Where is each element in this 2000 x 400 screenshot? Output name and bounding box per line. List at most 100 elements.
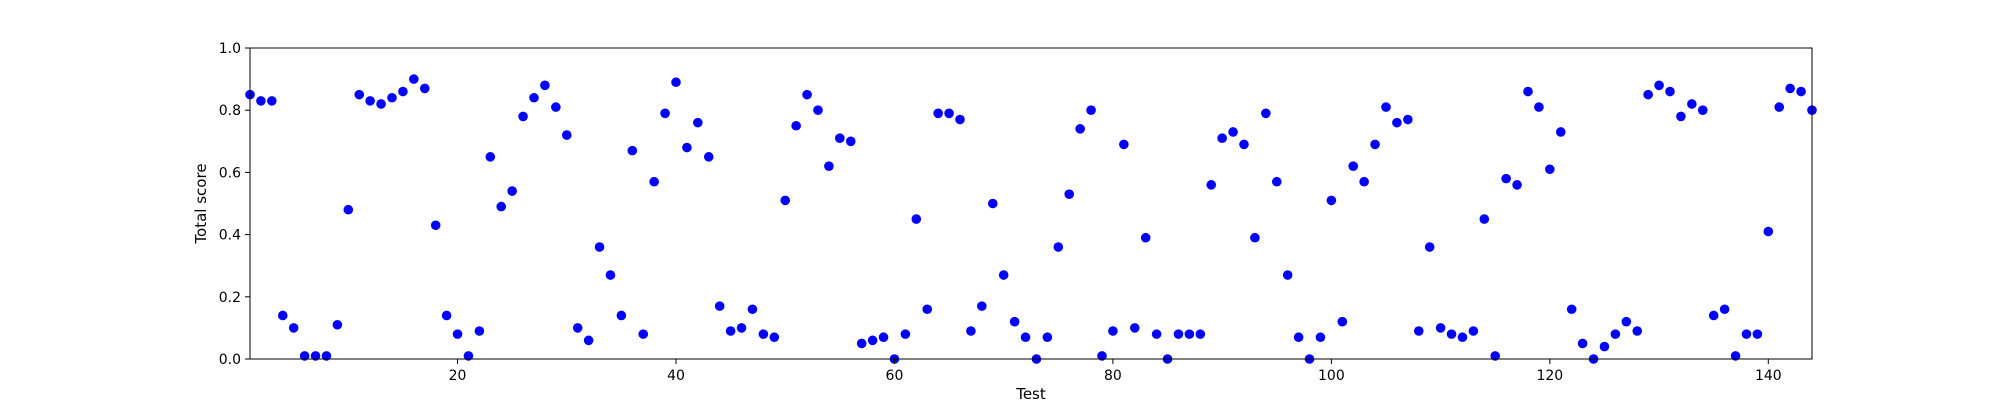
y-tick-label: 0.8 [219, 103, 241, 119]
data-point [1697, 105, 1708, 115]
data-points [245, 74, 1817, 364]
x-axis-ticks: 20 40 60 80 100 120 140 [449, 359, 1782, 384]
data-point [419, 83, 430, 94]
data-point [310, 351, 321, 361]
data-point [955, 114, 965, 125]
data-point [1534, 102, 1544, 112]
data-point [1261, 108, 1271, 119]
data-point [583, 335, 594, 346]
data-point [987, 198, 998, 209]
data-point [474, 326, 485, 336]
data-point [1599, 341, 1610, 352]
data-point [1370, 139, 1380, 150]
data-point [387, 92, 397, 103]
data-point [605, 270, 616, 280]
data-point [747, 304, 758, 315]
data-point [551, 102, 561, 112]
y-tick-label: 0.4 [219, 228, 241, 244]
data-point [693, 117, 703, 128]
data-point [933, 108, 943, 119]
data-point [1796, 86, 1806, 97]
data-point [824, 161, 834, 171]
data-point [540, 80, 550, 91]
data-point [1053, 242, 1064, 252]
data-point [769, 332, 780, 343]
data-point [1643, 89, 1653, 100]
data-point [714, 301, 725, 311]
data-point [485, 152, 496, 162]
data-point [1577, 338, 1588, 349]
data-point [332, 319, 343, 330]
data-point [780, 195, 791, 206]
data-point [966, 326, 976, 336]
data-point [1195, 329, 1206, 339]
y-tick-label: 0.0 [219, 352, 241, 368]
data-point [463, 351, 474, 361]
data-point [1752, 329, 1763, 339]
data-point [1097, 351, 1107, 361]
data-point [1708, 310, 1719, 321]
plot-frame [249, 47, 1813, 360]
data-point [649, 176, 659, 187]
data-point [1359, 176, 1369, 187]
data-point [1064, 189, 1075, 199]
data-point [1228, 127, 1238, 137]
data-point [682, 142, 692, 153]
data-point [638, 329, 649, 339]
data-point [671, 77, 681, 88]
data-point [900, 329, 911, 339]
data-point [1042, 332, 1053, 343]
data-point [1687, 99, 1697, 109]
y-tick-label: 0.2 [219, 290, 241, 306]
data-point [998, 270, 1009, 280]
data-point [1403, 114, 1413, 125]
data-point [561, 130, 572, 140]
data-point [911, 214, 922, 224]
data-point [856, 338, 867, 349]
data-point [343, 204, 354, 215]
x-tick-label: 80 [1104, 368, 1122, 384]
data-point [452, 329, 463, 339]
data-point [1621, 316, 1632, 327]
data-point [1020, 332, 1031, 343]
data-point [1315, 332, 1326, 343]
x-tick-label: 60 [886, 368, 904, 384]
data-point [1523, 86, 1533, 97]
data-point [1435, 323, 1446, 333]
data-point [1326, 195, 1337, 206]
data-point [1282, 270, 1293, 280]
x-tick-label: 40 [667, 368, 685, 384]
data-point [572, 323, 583, 333]
data-point [845, 136, 856, 147]
y-tick-label: 1.0 [219, 41, 241, 57]
data-point [1468, 326, 1479, 336]
data-point [1665, 86, 1675, 97]
data-point [1446, 329, 1457, 339]
data-point [1184, 329, 1195, 339]
data-point [1392, 117, 1402, 128]
data-point [1555, 127, 1566, 137]
data-point [354, 89, 365, 100]
data-point [288, 323, 299, 333]
x-tick-label: 120 [1536, 368, 1563, 384]
data-point [1119, 139, 1129, 150]
data-point [703, 152, 714, 162]
x-tick-label: 100 [1318, 368, 1345, 384]
data-point [1479, 214, 1490, 224]
data-point [1293, 332, 1304, 343]
data-point [1173, 329, 1184, 339]
data-point [1610, 329, 1621, 339]
data-point [1250, 232, 1260, 243]
data-point [1545, 164, 1555, 175]
data-point [507, 186, 517, 196]
data-point [736, 323, 747, 333]
data-point [1501, 173, 1511, 184]
data-point [867, 335, 878, 346]
data-point [835, 133, 845, 143]
data-point [1741, 329, 1752, 339]
y-tick-label: 0.6 [219, 165, 241, 181]
data-point [529, 92, 539, 103]
data-point [1206, 180, 1217, 190]
data-point [1239, 139, 1249, 150]
data-point [1632, 326, 1643, 336]
